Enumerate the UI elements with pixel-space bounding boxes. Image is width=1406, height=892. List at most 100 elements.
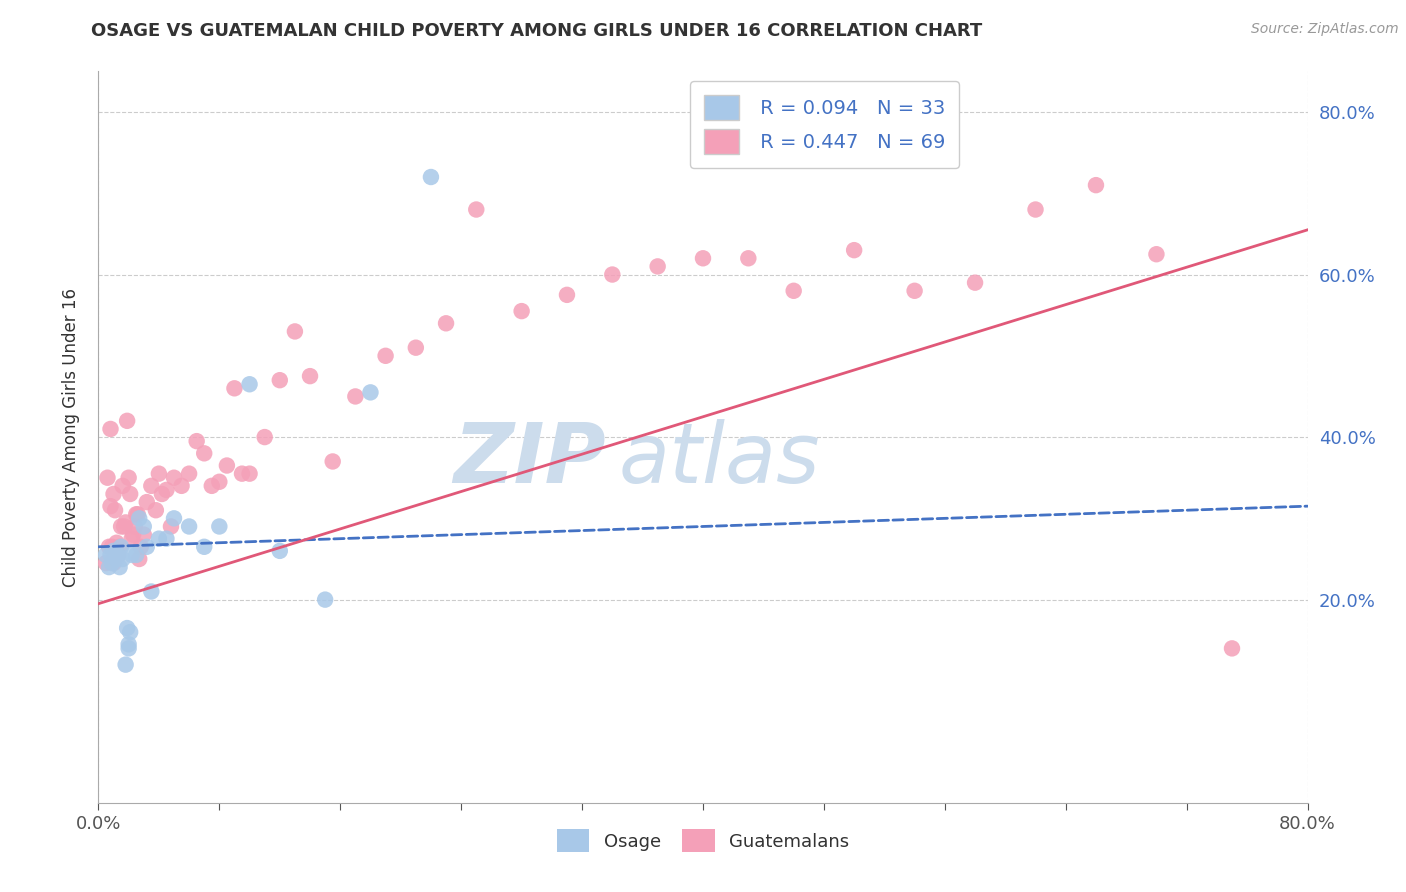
Point [193, 446, 215, 460]
Point [103, 544, 125, 558]
Point [105, 552, 128, 566]
Point [128, 511, 150, 525]
Point [1220, 641, 1243, 656]
Point [141, 479, 163, 493]
Point [179, 467, 201, 481]
Point [737, 252, 759, 266]
Point [118, 637, 141, 651]
Point [904, 284, 927, 298]
Point [129, 540, 152, 554]
Point [783, 284, 806, 298]
Point [163, 471, 186, 485]
Point [647, 260, 669, 274]
Point [111, 479, 134, 493]
Point [127, 508, 149, 522]
Point [120, 487, 142, 501]
Point [96, 471, 118, 485]
Point [101, 556, 124, 570]
Legend: Osage, Guatemalans: Osage, Guatemalans [550, 822, 856, 860]
Point [121, 548, 143, 562]
Text: Source: ZipAtlas.com: Source: ZipAtlas.com [1251, 22, 1399, 37]
Point [108, 540, 131, 554]
Text: ZIP: ZIP [454, 418, 606, 500]
Point [94, 556, 117, 570]
Point [374, 349, 396, 363]
Point [128, 552, 150, 566]
Point [179, 519, 201, 533]
Point [122, 527, 145, 541]
Point [135, 540, 157, 554]
Point [231, 467, 253, 481]
Point [269, 373, 291, 387]
Point [124, 519, 146, 533]
Point [100, 499, 122, 513]
Point [465, 202, 488, 217]
Y-axis label: Child Poverty Among Girls Under 16: Child Poverty Among Girls Under 16 [62, 287, 80, 587]
Point [118, 471, 141, 485]
Point [105, 535, 128, 549]
Point [150, 487, 173, 501]
Point [108, 560, 131, 574]
Point [101, 540, 124, 554]
Point [1085, 178, 1108, 193]
Point [148, 467, 170, 481]
Point [284, 325, 307, 339]
Point [125, 548, 148, 562]
Point [510, 304, 533, 318]
Point [104, 548, 127, 562]
Point [160, 519, 183, 533]
Point [98, 540, 121, 554]
Point [155, 532, 177, 546]
Point [215, 458, 238, 473]
Point [132, 527, 155, 541]
Point [170, 479, 193, 493]
Point [114, 657, 136, 672]
Point [239, 377, 262, 392]
Point [193, 540, 215, 554]
Point [965, 276, 987, 290]
Point [145, 503, 167, 517]
Point [141, 584, 163, 599]
Point [103, 556, 125, 570]
Point [208, 519, 231, 533]
Text: OSAGE VS GUATEMALAN CHILD POVERTY AMONG GIRLS UNDER 16 CORRELATION CHART: OSAGE VS GUATEMALAN CHILD POVERTY AMONG … [91, 22, 983, 40]
Point [104, 503, 127, 517]
Point [224, 381, 246, 395]
Point [112, 519, 135, 533]
Point [344, 389, 367, 403]
Point [114, 516, 136, 530]
Point [115, 414, 138, 428]
Point [121, 532, 143, 546]
Point [120, 625, 142, 640]
Point [186, 434, 208, 449]
Point [844, 243, 866, 257]
Point [420, 169, 443, 184]
Point [208, 475, 231, 489]
Point [148, 532, 170, 546]
Point [253, 430, 276, 444]
Point [98, 560, 121, 574]
Point [360, 385, 382, 400]
Point [299, 369, 322, 384]
Point [239, 467, 262, 481]
Point [118, 641, 141, 656]
Point [115, 621, 138, 635]
Point [602, 268, 624, 282]
Point [155, 483, 177, 497]
Point [555, 288, 578, 302]
Point [94, 548, 117, 562]
Point [163, 511, 186, 525]
Point [1144, 247, 1167, 261]
Point [201, 479, 224, 493]
Text: atlas: atlas [619, 418, 820, 500]
Point [322, 454, 344, 468]
Point [110, 519, 132, 533]
Point [434, 316, 457, 330]
Point [103, 487, 125, 501]
Point [125, 508, 148, 522]
Point [107, 548, 129, 562]
Point [111, 552, 134, 566]
Point [107, 548, 129, 562]
Point [132, 519, 155, 533]
Point [100, 548, 122, 562]
